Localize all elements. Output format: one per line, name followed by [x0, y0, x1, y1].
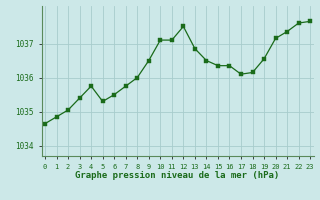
X-axis label: Graphe pression niveau de la mer (hPa): Graphe pression niveau de la mer (hPa): [76, 171, 280, 180]
